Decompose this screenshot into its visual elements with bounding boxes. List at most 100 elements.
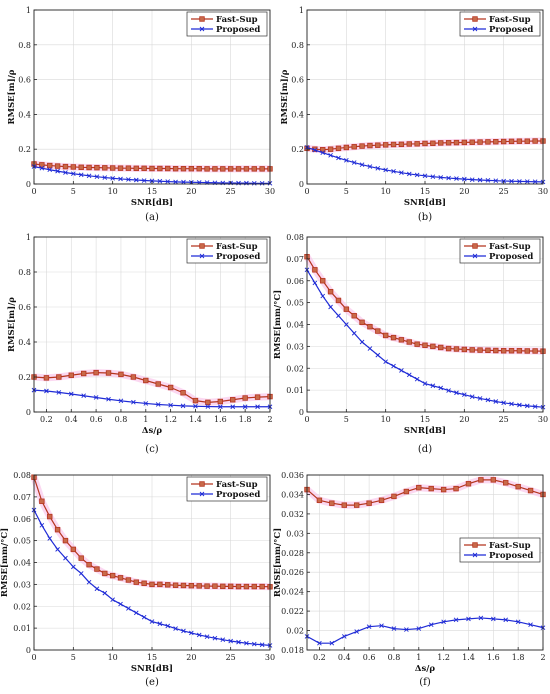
x-tick-label: 2 <box>267 415 272 424</box>
data-point-fast-sup <box>251 583 257 590</box>
data-point-proposed <box>157 621 163 627</box>
data-point-fast-sup <box>478 477 484 483</box>
data-point-fast-sup <box>133 165 139 172</box>
y-tick-label: 0.4 <box>18 110 31 119</box>
data-point-fast-sup <box>172 582 179 588</box>
plot-frame <box>306 474 544 651</box>
data-point-fast-sup <box>62 163 69 170</box>
data-point-proposed <box>196 632 202 638</box>
data-point-proposed <box>391 626 397 631</box>
data-point-fast-sup <box>445 140 452 146</box>
data-point-proposed <box>86 173 92 179</box>
y-tick-label: 0.2 <box>18 145 31 154</box>
data-point-fast-sup <box>351 313 357 319</box>
x-tick-label: 1.2 <box>164 415 177 424</box>
data-point-proposed <box>118 398 124 404</box>
data-point-fast-sup <box>125 165 132 171</box>
x-tick-label: 1.6 <box>487 653 500 662</box>
x-axis-label: SNR[dB] <box>131 198 173 208</box>
x-tick-label: 25 <box>499 415 509 424</box>
data-point-fast-sup <box>220 166 226 172</box>
data-point-proposed <box>493 399 499 404</box>
data-point-proposed <box>204 634 210 639</box>
data-point-fast-sup <box>422 140 428 147</box>
data-point-fast-sup <box>43 375 50 381</box>
y-tick-label: 0.02 <box>286 627 304 636</box>
data-point-proposed <box>485 178 491 183</box>
data-point-fast-sup <box>94 164 100 171</box>
panel-caption: (a) <box>145 212 159 223</box>
data-point-proposed <box>351 160 357 165</box>
data-point-proposed <box>344 158 349 163</box>
x-tick-label: 15 <box>147 653 157 662</box>
y-tick-label: 0.8 <box>18 268 31 277</box>
panel-e: 0 5 10 15 20 25 30 0 0.01 0.02 0.03 0.04 0.05 0.06 0.0… <box>0 471 275 688</box>
data-point-fast-sup <box>341 502 347 508</box>
data-point-proposed <box>317 640 322 646</box>
data-point-fast-sup <box>375 142 381 148</box>
y-tick-label: 0.024 <box>281 588 304 597</box>
y-tick-label: 0.05 <box>13 537 31 546</box>
data-point-fast-sup <box>461 346 468 353</box>
data-point-fast-sup <box>469 139 475 145</box>
panel-caption: (e) <box>145 677 159 688</box>
y-tick-label: 0 <box>299 180 304 189</box>
data-point-fast-sup <box>406 141 412 147</box>
data-point-fast-sup <box>93 369 99 376</box>
x-tick-label: 25 <box>499 187 509 196</box>
data-point-fast-sup <box>180 390 186 396</box>
x-tick-label: 10 <box>108 653 118 662</box>
legend-label: Fast-Sup <box>489 541 531 551</box>
data-point-proposed <box>94 174 100 180</box>
x-tick-label: 5 <box>71 653 76 662</box>
data-point-fast-sup <box>109 572 116 579</box>
data-point-fast-sup <box>500 138 507 145</box>
data-point-proposed <box>328 304 333 310</box>
panel-caption: (d) <box>418 444 432 455</box>
x-tick-label: 2 <box>540 653 545 662</box>
data-point-fast-sup <box>493 347 499 354</box>
y-tick-label: 0.04 <box>13 559 31 568</box>
data-point-proposed <box>336 313 341 319</box>
data-point-fast-sup <box>524 138 530 144</box>
data-point-fast-sup <box>259 166 265 172</box>
data-point-fast-sup <box>172 165 179 172</box>
data-point-fast-sup <box>102 570 108 577</box>
data-point-fast-sup <box>367 142 373 149</box>
x-tick-label: 5 <box>71 187 76 196</box>
data-point-fast-sup <box>428 485 434 492</box>
data-point-proposed <box>189 630 194 636</box>
data-point-proposed <box>430 174 436 180</box>
legend-label: Proposed <box>216 490 260 500</box>
data-point-proposed <box>416 626 422 631</box>
legend-marker-x <box>472 253 478 259</box>
y-tick-label: 0.01 <box>13 624 31 633</box>
data-point-fast-sup <box>516 138 523 144</box>
legend-marker-x <box>199 491 205 497</box>
data-point-fast-sup <box>254 394 261 400</box>
data-point-fast-sup <box>86 164 92 171</box>
data-point-fast-sup <box>188 582 195 589</box>
data-point-fast-sup <box>390 141 397 148</box>
data-point-fast-sup <box>335 297 342 304</box>
data-point-fast-sup <box>235 166 242 172</box>
data-point-proposed <box>367 164 373 169</box>
legend-label: Proposed <box>489 252 533 262</box>
data-point-fast-sup <box>212 166 218 172</box>
data-point-proposed <box>55 168 60 174</box>
x-tick-label: 5 <box>344 415 349 424</box>
y-tick-label: 0 <box>26 646 31 655</box>
data-point-fast-sup <box>503 480 509 486</box>
data-point-proposed <box>354 629 360 634</box>
data-point-proposed <box>133 177 139 183</box>
data-point-proposed <box>490 616 496 622</box>
y-axis-label: RMSE[m]/ρ <box>280 69 290 124</box>
data-point-fast-sup <box>180 582 187 589</box>
x-tick-label: 10 <box>381 415 391 424</box>
data-point-fast-sup <box>117 165 124 171</box>
data-point-proposed <box>126 606 131 611</box>
series-line-proposed <box>306 617 544 644</box>
x-tick-label: 1 <box>416 653 421 662</box>
data-point-proposed <box>173 626 178 631</box>
